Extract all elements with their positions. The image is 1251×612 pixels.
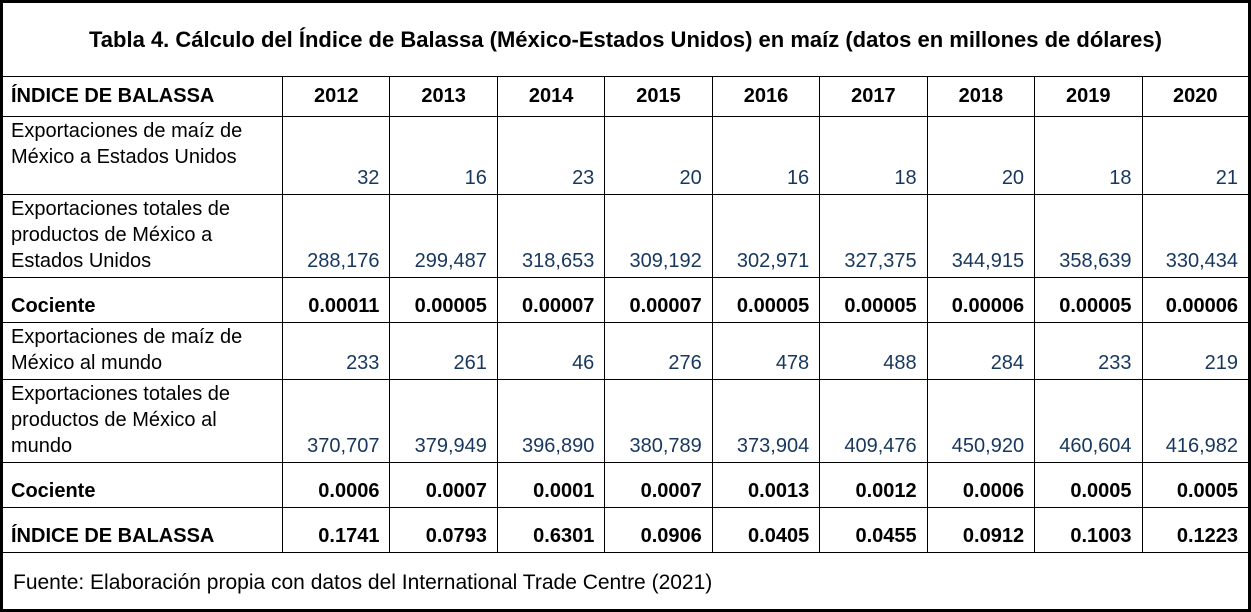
value-cell: 416,982 [1141, 379, 1250, 463]
value-cell: 0.0013 [711, 462, 821, 508]
value-cell: 18 [819, 116, 928, 195]
table-row: Cociente 0.0006 0.0007 0.0001 0.0007 0.0013 0.… [1, 462, 1250, 508]
value-cell: 18 [1034, 116, 1143, 195]
row-label: Exportaciones totales de productos de Mé… [1, 194, 283, 278]
table-row: ÍNDICE DE BALASSA 0.1741 0.0793 0.6301 0.090… [1, 507, 1250, 553]
value-cell: 330,434 [1141, 194, 1250, 278]
value-cell: 0.0007 [389, 462, 498, 508]
value-cell: 0.0005 [1034, 462, 1143, 508]
value-cell: 0.00005 [1034, 277, 1143, 323]
value-cell: 299,487 [389, 194, 498, 278]
value-cell: 370,707 [281, 379, 391, 463]
value-cell: 0.1223 [1141, 507, 1250, 553]
title-row: Tabla 4. Cálculo del Índice de Balassa (… [1, 1, 1250, 77]
value-cell: 327,375 [819, 194, 928, 278]
value-cell: 0.0006 [281, 462, 391, 508]
year-header: 2020 [1141, 76, 1250, 117]
value-cell: 309,192 [604, 194, 713, 278]
value-cell: 46 [496, 322, 606, 380]
year-header: 2014 [496, 76, 606, 117]
value-cell: 32 [281, 116, 391, 195]
value-cell: 380,789 [604, 379, 713, 463]
value-cell: 344,915 [926, 194, 1036, 278]
row-label: Cociente [1, 462, 283, 508]
year-header: 2012 [281, 76, 391, 117]
value-cell: 460,604 [1034, 379, 1143, 463]
row-label: Cociente [1, 277, 283, 323]
value-cell: 0.0001 [496, 462, 606, 508]
value-cell: 0.0912 [926, 507, 1036, 553]
value-cell: 0.0455 [819, 507, 928, 553]
table-row: Exportaciones de maíz de México a Estado… [1, 116, 1250, 195]
table-row: Exportaciones totales de productos de Mé… [1, 194, 1250, 278]
value-cell: 21 [1141, 116, 1250, 195]
value-cell: 0.00006 [1141, 277, 1250, 323]
value-cell: 358,639 [1034, 194, 1143, 278]
value-cell: 20 [926, 116, 1036, 195]
table-row: Exportaciones totales de productos de Mé… [1, 379, 1250, 463]
value-cell: 20 [604, 116, 713, 195]
year-header: 2016 [711, 76, 821, 117]
value-cell: 318,653 [496, 194, 606, 278]
value-cell: 379,949 [389, 379, 498, 463]
value-cell: 0.00005 [711, 277, 821, 323]
year-header: 2018 [926, 76, 1036, 117]
value-cell: 261 [389, 322, 498, 380]
value-cell: 0.0405 [711, 507, 821, 553]
row-label: Exportaciones de maíz de México a Estado… [1, 116, 283, 195]
value-cell: 233 [1034, 322, 1143, 380]
value-cell: 0.0007 [604, 462, 713, 508]
value-cell: 0.00005 [819, 277, 928, 323]
value-cell: 0.00011 [281, 277, 391, 323]
table-row: Exportaciones de maíz de México al mundo… [1, 322, 1250, 380]
value-cell: 276 [604, 322, 713, 380]
value-cell: 373,904 [711, 379, 821, 463]
value-cell: 0.1741 [281, 507, 391, 553]
row-label: ÍNDICE DE BALASSA [1, 507, 283, 553]
year-header: 2017 [819, 76, 928, 117]
table-row: Cociente 0.00011 0.00005 0.00007 0.00007 0.00… [1, 277, 1250, 323]
value-cell: 0.0005 [1141, 462, 1250, 508]
value-cell: 409,476 [819, 379, 928, 463]
value-cell: 16 [389, 116, 498, 195]
row-label: Exportaciones totales de productos de Mé… [1, 379, 283, 463]
value-cell: 450,920 [926, 379, 1036, 463]
value-cell: 0.0906 [604, 507, 713, 553]
value-cell: 233 [281, 322, 391, 380]
value-cell: 0.6301 [496, 507, 606, 553]
value-cell: 0.00006 [926, 277, 1036, 323]
value-cell: 0.00007 [604, 277, 713, 323]
source-note: Fuente: Elaboración propia con datos del… [1, 552, 1250, 611]
value-cell: 288,176 [281, 194, 391, 278]
year-header: 2015 [604, 76, 713, 117]
row-label: Exportaciones de maíz de México al mundo [1, 322, 283, 380]
value-cell: 0.0006 [926, 462, 1036, 508]
value-cell: 488 [819, 322, 928, 380]
value-cell: 219 [1141, 322, 1250, 380]
value-cell: 0.1003 [1034, 507, 1143, 553]
header-row: ÍNDICE DE BALASSA 2012 2013 2014 2015 2016 20… [1, 76, 1250, 117]
value-cell: 0.0012 [819, 462, 928, 508]
value-cell: 0.0793 [389, 507, 498, 553]
value-cell: 478 [711, 322, 821, 380]
header-label: ÍNDICE DE BALASSA [1, 76, 283, 117]
value-cell: 23 [496, 116, 606, 195]
year-header: 2019 [1034, 76, 1143, 117]
value-cell: 0.00005 [389, 277, 498, 323]
year-header: 2013 [389, 76, 498, 117]
value-cell: 396,890 [496, 379, 606, 463]
value-cell: 16 [711, 116, 821, 195]
value-cell: 0.00007 [496, 277, 606, 323]
source-row: Fuente: Elaboración propia con datos del… [1, 552, 1250, 611]
value-cell: 302,971 [711, 194, 821, 278]
value-cell: 284 [926, 322, 1036, 380]
table-title: Tabla 4. Cálculo del Índice de Balassa (… [1, 1, 1250, 77]
